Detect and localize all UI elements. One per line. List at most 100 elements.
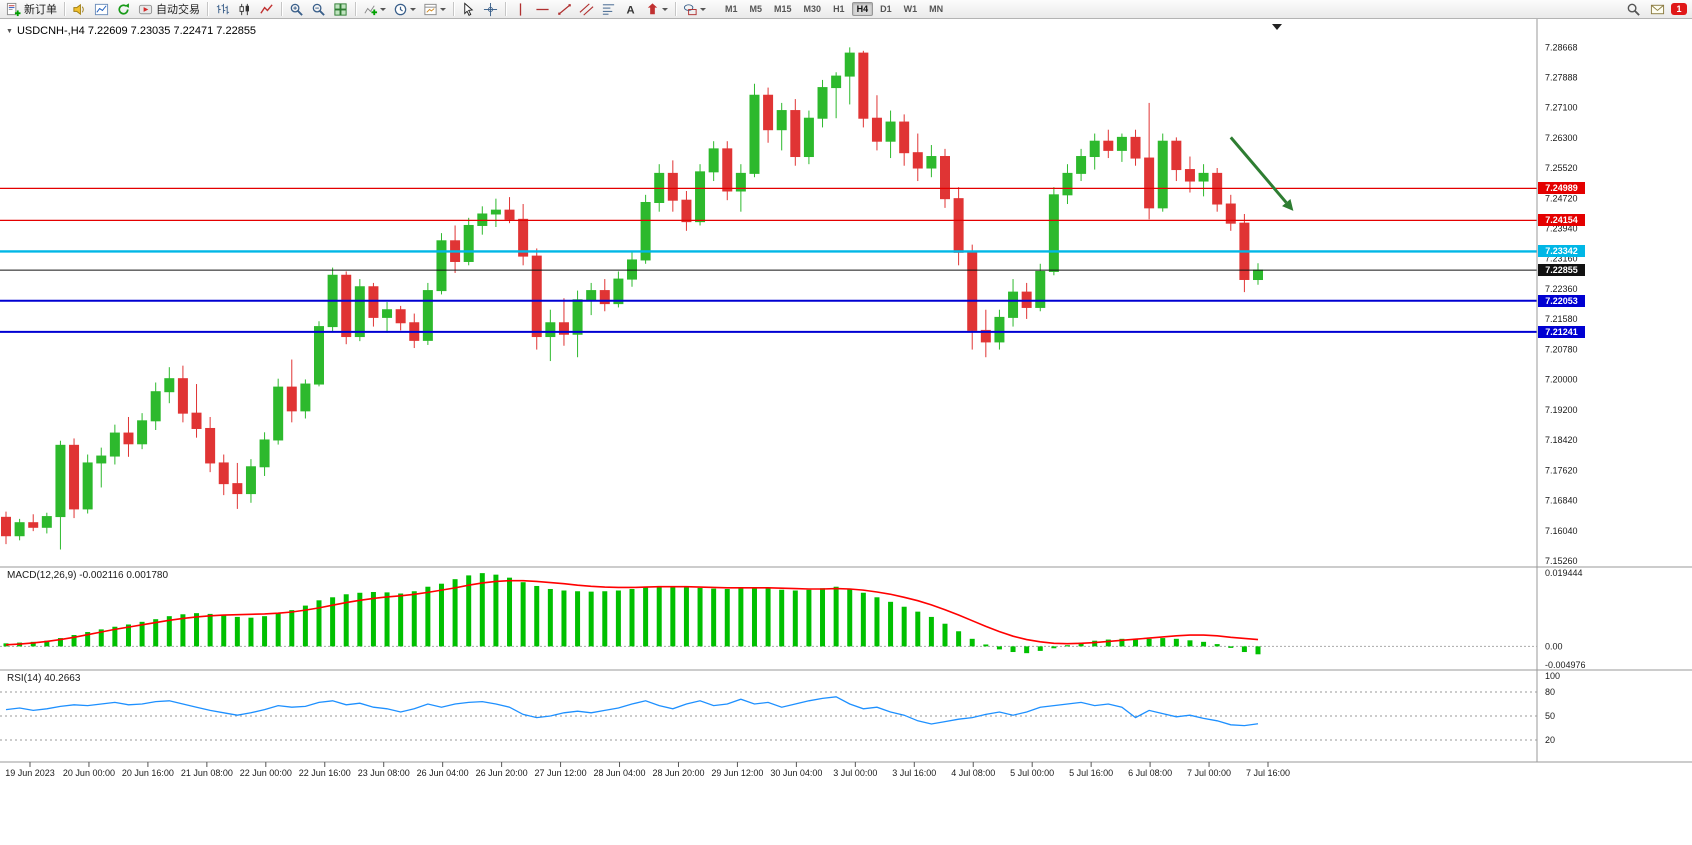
svg-text:0.019444: 0.019444	[1545, 568, 1583, 578]
channel-button[interactable]	[576, 0, 597, 19]
toolbar-separator	[675, 2, 676, 16]
auto-trading-icon	[138, 4, 153, 14]
svg-text:7.22360: 7.22360	[1545, 284, 1578, 294]
svg-text:80: 80	[1545, 687, 1555, 697]
fibonacci-button[interactable]	[598, 0, 619, 19]
horizontal-line-button[interactable]	[532, 0, 553, 19]
crosshair-icon	[483, 2, 498, 16]
zoom-in-icon	[290, 3, 303, 16]
templates-button[interactable]	[420, 0, 449, 19]
macd-signal-line	[5, 579, 1259, 646]
svg-text:7.15260: 7.15260	[1545, 556, 1578, 566]
price-tag: 7.22855	[1538, 264, 1585, 277]
dropdown-caret	[700, 7, 706, 11]
zoom-in-button[interactable]	[286, 0, 307, 19]
candlestick-chart-button[interactable]	[234, 0, 255, 19]
svg-text:26 Jun 04:00: 26 Jun 04:00	[417, 768, 469, 778]
dropdown-caret	[662, 7, 668, 11]
svg-text:7.16040: 7.16040	[1545, 526, 1578, 536]
svg-text:5 Jul 16:00: 5 Jul 16:00	[1069, 768, 1113, 778]
toolbar-right-group: 1	[1623, 0, 1689, 19]
timeframe-d1-button[interactable]: D1	[880, 4, 892, 14]
toolbar-separator	[281, 2, 282, 16]
crosshair-button[interactable]	[480, 0, 501, 19]
shapes-button[interactable]	[680, 0, 709, 19]
mail-icon	[1650, 4, 1665, 14]
toolbar-separator	[207, 2, 208, 16]
svg-text:4 Jul 08:00: 4 Jul 08:00	[951, 768, 995, 778]
dropdown-caret	[440, 7, 446, 11]
chart-title-text: USDCNH-,H4 7.22609 7.23035 7.22471 7.228…	[16, 25, 257, 37]
new-order-button[interactable]: 新订单	[3, 0, 60, 19]
trendline-button[interactable]	[554, 0, 575, 19]
svg-text:28 Jun 04:00: 28 Jun 04:00	[594, 768, 646, 778]
trendline-icon	[558, 3, 571, 15]
dropdown-caret	[380, 7, 386, 11]
line-chart-button[interactable]	[256, 0, 277, 19]
bar-chart-button[interactable]	[212, 0, 233, 19]
clock-icon	[394, 3, 407, 15]
cursor-icon	[464, 1, 474, 16]
svg-text:23 Jun 08:00: 23 Jun 08:00	[358, 768, 410, 778]
vertical-line-button[interactable]	[510, 0, 531, 19]
timeframe-bar: M1 M5 M15 M30 H1 H4 D1 W1 MN	[720, 2, 948, 16]
search-icon	[1627, 3, 1640, 16]
svg-text:-0.004976: -0.004976	[1545, 660, 1586, 670]
periods-button[interactable]	[390, 0, 419, 19]
notification-badge[interactable]: 1	[1671, 3, 1687, 15]
timeframe-m1-button[interactable]: M1	[725, 4, 738, 14]
timeframe-h4-button[interactable]: H4	[851, 2, 874, 16]
zoom-out-button[interactable]	[308, 0, 329, 19]
chart-canvas[interactable]: 7.28668 7.27888 7.27100 7.26300 7.25520 7.247…	[0, 19, 1692, 845]
mailbox-button[interactable]	[1647, 0, 1668, 19]
scroll-end-marker-icon[interactable]	[1272, 24, 1282, 30]
timeframe-h1-button[interactable]: H1	[833, 4, 845, 14]
svg-text:7.27888: 7.27888	[1545, 72, 1578, 82]
rsi-indicator-label: RSI(14) 40.2663	[7, 673, 81, 684]
svg-text:A: A	[626, 4, 634, 16]
price-tag: 7.23342	[1538, 245, 1585, 258]
svg-text:3 Jul 00:00: 3 Jul 00:00	[833, 768, 877, 778]
line-chart-icon	[260, 3, 273, 14]
arrow-object-icon	[647, 2, 658, 14]
svg-text:7.26300: 7.26300	[1545, 133, 1578, 143]
fibonacci-icon	[602, 3, 615, 15]
timeframe-m15-button[interactable]: M15	[774, 4, 792, 14]
chart-menu-arrow-icon[interactable]: ▼	[6, 27, 13, 35]
shapes-icon	[683, 3, 697, 15]
text-button[interactable]: A	[620, 0, 641, 19]
svg-text:28 Jun 20:00: 28 Jun 20:00	[652, 768, 704, 778]
price-tag: 7.24989	[1538, 182, 1585, 195]
timeframe-w1-button[interactable]: W1	[903, 4, 918, 14]
auto-trading-button[interactable]: 自动交易	[135, 0, 203, 19]
chart-window-icon	[94, 3, 109, 15]
cursor-button[interactable]	[458, 0, 479, 19]
candlestick-series	[1, 47, 1263, 550]
market-watch-button[interactable]	[69, 0, 90, 19]
svg-text:6 Jul 08:00: 6 Jul 08:00	[1128, 768, 1172, 778]
svg-text:22 Jun 16:00: 22 Jun 16:00	[299, 768, 351, 778]
svg-text:7.19200: 7.19200	[1545, 405, 1578, 415]
toolbar-separator	[505, 2, 506, 16]
toolbar: 新订单 自动交易	[0, 0, 1692, 19]
new-order-label: 新订单	[24, 4, 57, 16]
template-icon	[424, 3, 437, 15]
indicators-button[interactable]	[360, 0, 389, 19]
svg-text:19 Jun 2023: 19 Jun 2023	[5, 768, 55, 778]
chart-window-button[interactable]	[91, 0, 112, 19]
candlestick-chart-icon	[239, 3, 249, 15]
svg-text:30 Jun 04:00: 30 Jun 04:00	[770, 768, 822, 778]
arrows-button[interactable]	[642, 0, 671, 19]
svg-text:7.28668: 7.28668	[1545, 42, 1578, 52]
indicators-icon	[364, 4, 378, 15]
toolbar-separator	[453, 2, 454, 16]
refresh-button[interactable]	[113, 0, 134, 19]
timeframe-m30-button[interactable]: M30	[803, 4, 822, 14]
trend-arrow-annotation[interactable]	[1229, 136, 1294, 211]
svg-text:7.21580: 7.21580	[1545, 314, 1578, 324]
tile-windows-button[interactable]	[330, 0, 351, 19]
channel-icon	[579, 2, 594, 16]
timeframe-m5-button[interactable]: M5	[749, 4, 763, 14]
search-button[interactable]	[1623, 0, 1644, 19]
timeframe-mn-button[interactable]: MN	[929, 4, 944, 14]
